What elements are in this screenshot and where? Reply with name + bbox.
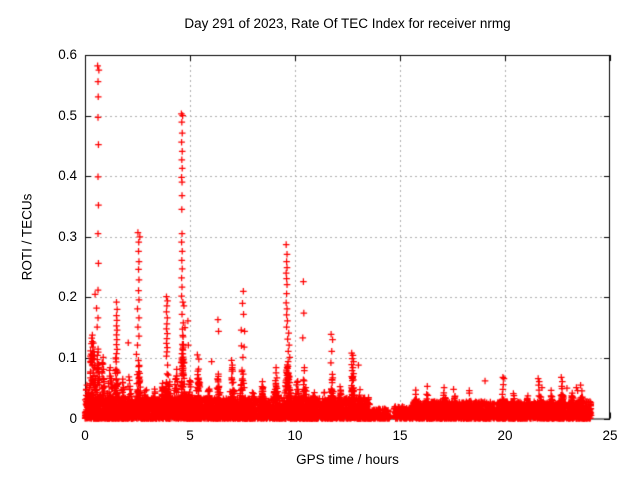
- x-tick-label: 20: [497, 428, 513, 443]
- x-tick-label: 5: [186, 428, 194, 443]
- chart-title: Day 291 of 2023, Rate Of TEC Index for r…: [184, 16, 511, 31]
- y-tick-label: 0.3: [58, 228, 77, 244]
- y-tick-label: 0: [69, 410, 77, 426]
- y-tick-label: 0.6: [58, 47, 77, 62]
- x-tick-label: 0: [81, 428, 89, 443]
- x-tick-label: 25: [602, 428, 618, 443]
- y-tick-label: 0.4: [58, 168, 77, 184]
- x-tick-label: 15: [392, 428, 408, 443]
- y-tick-label: 0.2: [58, 289, 77, 305]
- y-tick-label: 0.1: [58, 349, 77, 365]
- x-tick-label: 10: [287, 428, 303, 443]
- x-axis-label: GPS time / hours: [296, 452, 399, 467]
- y-tick-label: 0.5: [58, 107, 77, 123]
